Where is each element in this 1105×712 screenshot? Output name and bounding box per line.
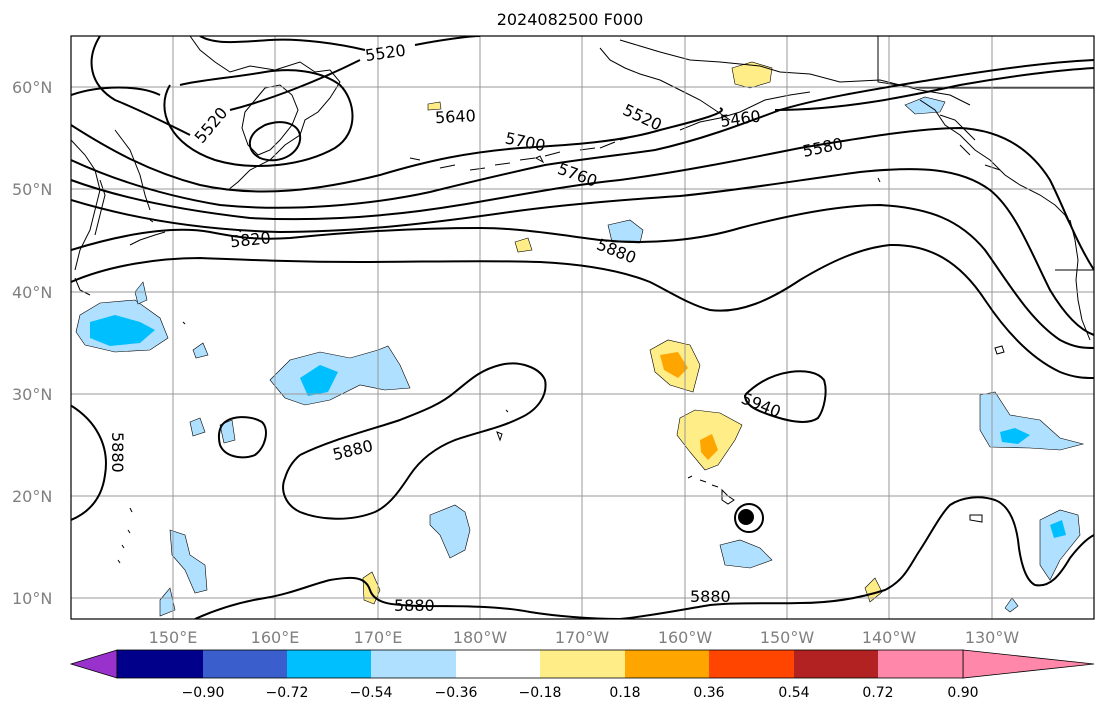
colorbar-right-extend	[962, 649, 1095, 679]
colorbar: −0.90 −0.72 −0.54 −0.36 −0.18 0.18 0.36 …	[69, 649, 1095, 701]
colorbar-tick-label: 0.36	[693, 685, 724, 701]
colorbar-tick-label: 0.54	[778, 685, 809, 701]
contour-label: 5640	[435, 106, 477, 127]
lon-label: 170°E	[354, 628, 403, 647]
colorbar-segment	[540, 650, 625, 678]
colorbar-tick-label: 0.18	[609, 685, 640, 701]
lon-label: 180°W	[453, 628, 508, 647]
contour-label: 5880	[108, 432, 127, 473]
colorbar-tick-label: 0.90	[947, 685, 978, 701]
colorbar-tick-label: −0.18	[519, 685, 562, 701]
colorbar-segment	[371, 650, 456, 678]
storm-center-marker	[738, 509, 754, 525]
longitude-labels: 150°E 160°E 170°E 180°W 170°W 160°W 150°…	[149, 628, 1020, 647]
colorbar-segment	[625, 650, 709, 678]
colorbar-tick-label: 0.72	[862, 685, 893, 701]
colorbar-segment	[878, 650, 963, 678]
colorbar-segment	[709, 650, 794, 678]
colorbar-tick-label: −0.36	[435, 685, 478, 701]
lon-label: 150°E	[149, 628, 198, 647]
lon-label: 130°W	[965, 628, 1020, 647]
contour-label: 5820	[229, 228, 271, 251]
colorbar-segment	[456, 650, 540, 678]
lat-label: 10°N	[12, 589, 52, 608]
colorbar-segment	[287, 650, 371, 678]
lat-label: 30°N	[12, 385, 52, 404]
colorbar-segment	[117, 650, 203, 678]
colorbar-segment	[794, 650, 878, 678]
height-contours	[71, 36, 1094, 619]
lon-label: 160°E	[251, 628, 300, 647]
map-title: 2024082500 F000	[496, 10, 644, 29]
lon-label: 170°W	[555, 628, 610, 647]
lat-label: 40°N	[12, 283, 52, 302]
colorbar-tick-label: −0.72	[266, 685, 309, 701]
lat-label: 60°N	[12, 78, 52, 97]
lat-label: 50°N	[12, 180, 52, 199]
colorbar-segment	[203, 650, 287, 678]
lon-label: 160°W	[658, 628, 713, 647]
map-frame	[70, 35, 1095, 620]
colorbar-tick-label: −0.90	[182, 685, 225, 701]
lat-label: 20°N	[12, 487, 52, 506]
contour-label: 5880	[394, 596, 435, 615]
latitude-labels: 60°N 50°N 40°N 30°N 20°N 10°N	[12, 78, 52, 608]
anomaly-shading	[75, 61, 1085, 617]
lon-label: 140°W	[862, 628, 917, 647]
colorbar-tick-label: −0.54	[350, 685, 393, 701]
contour-label: 5880	[690, 587, 731, 606]
colorbar-left-extend	[69, 649, 118, 679]
lon-label: 150°W	[760, 628, 815, 647]
